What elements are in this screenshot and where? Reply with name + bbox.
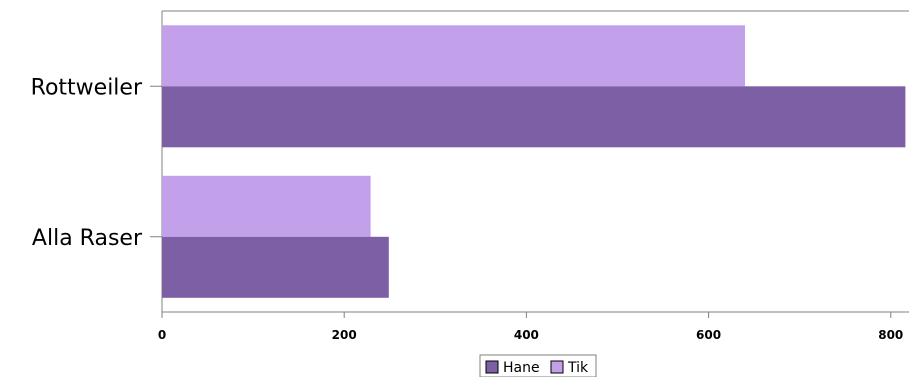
y-tick-label: Rottweiler xyxy=(31,75,143,100)
legend-label-hane: Hane xyxy=(503,360,540,376)
bar-hane-rottweiler xyxy=(162,86,906,148)
x-tick-label: 600 xyxy=(696,328,721,342)
legend-swatch-hane xyxy=(485,360,499,374)
x-tick-label: 800 xyxy=(878,328,903,342)
bar-tik-rottweiler xyxy=(162,25,745,87)
legend-box xyxy=(479,354,597,377)
x-axis: 0 200 400 600 800 xyxy=(158,312,903,342)
bar-tik-alla-raser xyxy=(162,175,371,237)
legend-label-tik: Tik xyxy=(567,360,589,376)
x-tick-label: 200 xyxy=(332,328,357,342)
y-tick-label: Alla Raser xyxy=(32,226,143,251)
legend-swatch-tik xyxy=(550,360,564,374)
y-axis: Rottweiler Alla Raser xyxy=(31,75,162,251)
x-tick-label: 0 xyxy=(158,328,166,342)
x-tick-label: 400 xyxy=(514,328,539,342)
bar-hane-alla-raser xyxy=(162,236,389,298)
legend: Hane Tik xyxy=(479,354,597,377)
bars-group xyxy=(162,25,906,298)
